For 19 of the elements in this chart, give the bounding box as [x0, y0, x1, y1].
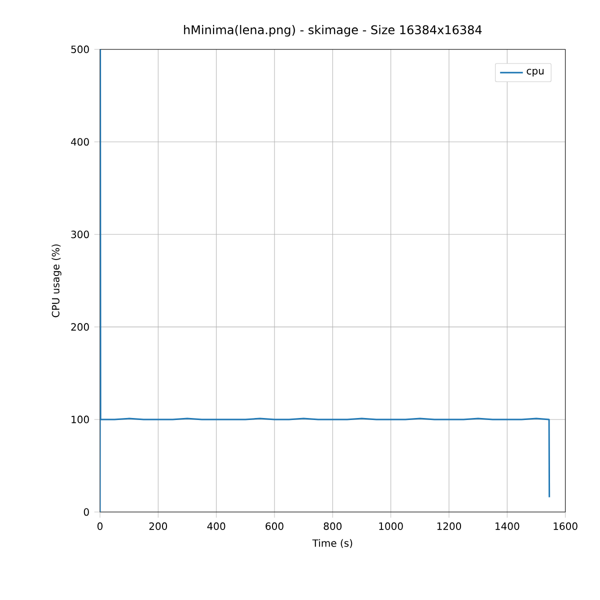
x-tick-label: 1600: [554, 522, 578, 530]
y-tick-label: 400: [70, 138, 89, 146]
y-tick-label: 100: [72, 416, 89, 424]
y-tick-label: 500: [71, 46, 89, 54]
y-tick-label: 0: [84, 508, 89, 516]
x-axis-title: Time (s): [312, 539, 352, 548]
x-tick-label: 200: [149, 522, 168, 530]
chart-title: hMinima(lena.png) - skimage - Size 16384x16384: [184, 25, 482, 37]
x-tick-label: 1200: [437, 522, 462, 530]
y-tick-label: 200: [71, 323, 89, 331]
y-tick-label: 300: [71, 230, 89, 238]
x-tick-label: 400: [207, 522, 226, 530]
x-tick-label: 600: [266, 522, 284, 530]
y-axis-title: CPU usage (%): [52, 244, 62, 318]
x-tick-label: 1400: [496, 522, 520, 530]
x-tick-label: 1000: [379, 522, 403, 530]
x-tick-label: 0: [97, 522, 103, 530]
x-tick-label: 800: [324, 522, 342, 530]
legend-label: cpu: [526, 68, 544, 76]
